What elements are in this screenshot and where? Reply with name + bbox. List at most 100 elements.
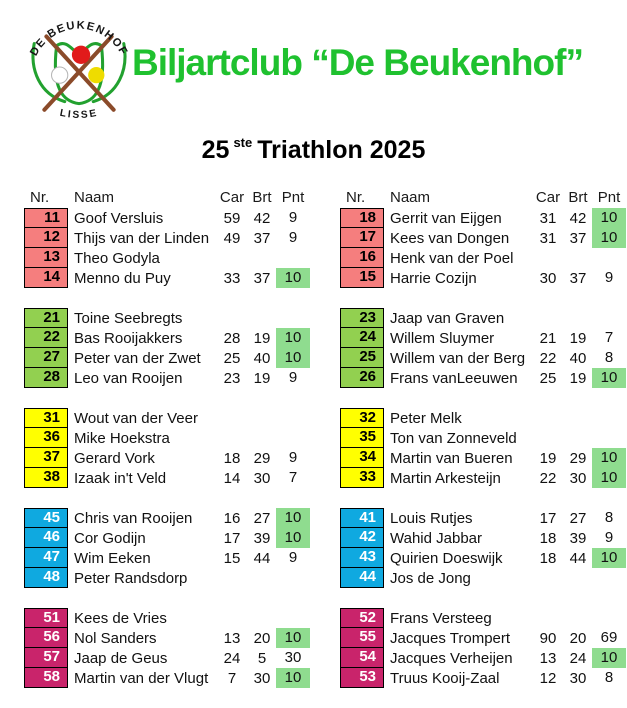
player-name: Peter Melk bbox=[390, 409, 462, 427]
player-pnt-value bbox=[592, 248, 626, 268]
column-header-pnt: Pnt bbox=[597, 188, 621, 206]
table-header-row: Nr. Naam Car Brt Pnt bbox=[24, 186, 310, 208]
player-car-value: 15 bbox=[223, 549, 241, 567]
player-pnt-value: 10 bbox=[592, 648, 626, 668]
player-name: Willem van der Berg bbox=[390, 349, 526, 367]
player-row: 23 Jaap van Graven bbox=[340, 308, 626, 328]
player-row: 16 Henk van der Poel bbox=[340, 248, 626, 268]
player-number-cell: 44 bbox=[340, 568, 384, 588]
player-name: Wahid Jabbar bbox=[390, 529, 482, 547]
player-name: Peter van der Zwet bbox=[74, 349, 201, 367]
player-car-value: 18 bbox=[539, 529, 557, 547]
player-pnt-value: 7 bbox=[604, 329, 614, 346]
player-brt-value: 20 bbox=[569, 629, 587, 647]
event-name: Triathlon 2025 bbox=[257, 136, 426, 164]
player-row: 45 Chris van Rooijen 16 27 10 bbox=[24, 508, 310, 528]
player-name: Gerrit van Eijgen bbox=[390, 209, 502, 227]
player-pnt-value: 10 bbox=[276, 348, 310, 368]
player-name: Wout van der Veer bbox=[74, 409, 198, 427]
player-pnt-value bbox=[592, 608, 626, 628]
player-brt-value: 42 bbox=[569, 209, 587, 227]
player-car-value: 28 bbox=[223, 329, 241, 347]
player-row: 22 Bas Rooijakkers 28 19 10 bbox=[24, 328, 310, 348]
player-group: 45 Chris van Rooijen 16 27 10 46 Cor God… bbox=[24, 508, 310, 588]
player-brt-value: 42 bbox=[253, 209, 271, 227]
player-pnt-value: 7 bbox=[288, 469, 298, 486]
column-header-nr: Nr. bbox=[30, 188, 50, 206]
player-number-cell: 15 bbox=[340, 268, 384, 288]
player-pnt-value: 10 bbox=[276, 628, 310, 648]
player-pnt-value: 8 bbox=[604, 509, 614, 526]
player-brt-value: 37 bbox=[253, 229, 271, 247]
player-name: Truus Kooij-Zaal bbox=[390, 669, 500, 687]
player-pnt-value: 10 bbox=[592, 448, 626, 468]
player-name: Kees van Dongen bbox=[390, 229, 510, 247]
player-pnt-value bbox=[592, 308, 626, 328]
player-car-value: 49 bbox=[223, 229, 241, 247]
player-car-value: 31 bbox=[539, 209, 557, 227]
player-car-value: 22 bbox=[539, 349, 557, 367]
player-brt-value: 39 bbox=[569, 529, 587, 547]
player-row: 41 Louis Rutjes 17 27 8 bbox=[340, 508, 626, 528]
player-brt-value: 20 bbox=[253, 629, 271, 647]
player-car-value: 17 bbox=[539, 509, 557, 527]
player-group: 32 Peter Melk 35 Ton van Zonneveld 34 Ma… bbox=[340, 408, 626, 488]
player-car-value: 14 bbox=[223, 469, 241, 487]
player-pnt-value: 10 bbox=[592, 468, 626, 488]
column-header-pnt: Pnt bbox=[281, 188, 305, 206]
player-number-cell: 46 bbox=[24, 528, 68, 548]
event-number: 25 bbox=[201, 136, 230, 164]
player-number-cell: 11 bbox=[24, 208, 68, 228]
player-car-value: 30 bbox=[539, 269, 557, 287]
player-name: Menno du Puy bbox=[74, 269, 171, 287]
player-car-value: 24 bbox=[223, 649, 241, 667]
player-number-cell: 42 bbox=[340, 528, 384, 548]
player-pnt-value bbox=[276, 568, 310, 588]
player-name: Leo van Rooijen bbox=[74, 369, 183, 387]
player-row: 46 Cor Godijn 17 39 10 bbox=[24, 528, 310, 548]
player-brt-value: 30 bbox=[253, 669, 271, 687]
player-group: 11 Goof Versluis 59 42 9 12 Thijs van de… bbox=[24, 208, 310, 288]
player-pnt-value bbox=[592, 428, 626, 448]
results-area: Nr. Naam Car Brt Pnt 11 Goof Versluis 59… bbox=[0, 186, 627, 708]
player-pnt-value: 9 bbox=[288, 549, 298, 566]
player-number-cell: 22 bbox=[24, 328, 68, 348]
player-number-cell: 38 bbox=[24, 468, 68, 488]
player-number-cell: 47 bbox=[24, 548, 68, 568]
player-name: Jacques Trompert bbox=[390, 629, 511, 647]
player-pnt-value: 8 bbox=[604, 349, 614, 366]
player-name: Jos de Jong bbox=[390, 569, 471, 587]
score-table-left: Nr. Naam Car Brt Pnt 11 Goof Versluis 59… bbox=[24, 186, 310, 708]
player-pnt-value: 8 bbox=[604, 669, 614, 686]
player-name: Martin Arkesteijn bbox=[390, 469, 501, 487]
player-row: 52 Frans Versteeg bbox=[340, 608, 626, 628]
player-car-value: 18 bbox=[223, 449, 241, 467]
player-number-cell: 34 bbox=[340, 448, 384, 468]
player-number-cell: 18 bbox=[340, 208, 384, 228]
player-group: 21 Toine Seebregts 22 Bas Rooijakkers 28… bbox=[24, 308, 310, 388]
player-number-cell: 16 bbox=[340, 248, 384, 268]
player-name: Theo Godyla bbox=[74, 249, 160, 267]
player-row: 27 Peter van der Zwet 25 40 10 bbox=[24, 348, 310, 368]
player-number-cell: 43 bbox=[340, 548, 384, 568]
player-name: Jaap van Graven bbox=[390, 309, 505, 327]
column-header-car: Car bbox=[535, 188, 561, 206]
player-number-cell: 25 bbox=[340, 348, 384, 368]
player-row: 11 Goof Versluis 59 42 9 bbox=[24, 208, 310, 228]
player-number-cell: 12 bbox=[24, 228, 68, 248]
player-name: Nol Sanders bbox=[74, 629, 157, 647]
player-row: 32 Peter Melk bbox=[340, 408, 626, 428]
player-pnt-value: 9 bbox=[604, 269, 614, 286]
player-car-value: 13 bbox=[539, 649, 557, 667]
player-brt-value: 19 bbox=[253, 369, 271, 387]
player-row: 24 Willem Sluymer 21 19 7 bbox=[340, 328, 626, 348]
player-name: Gerard Vork bbox=[74, 449, 155, 467]
player-name: Jaap de Geus bbox=[74, 649, 168, 667]
player-group: 23 Jaap van Graven 24 Willem Sluymer 21 … bbox=[340, 308, 626, 388]
player-brt-value: 29 bbox=[253, 449, 271, 467]
player-brt-value: 27 bbox=[569, 509, 587, 527]
score-table-right: Nr. Naam Car Brt Pnt 18 Gerrit van Eijge… bbox=[340, 186, 626, 708]
player-row: 17 Kees van Dongen 31 37 10 bbox=[340, 228, 626, 248]
column-header-naam: Naam bbox=[74, 188, 115, 206]
player-number-cell: 33 bbox=[340, 468, 384, 488]
